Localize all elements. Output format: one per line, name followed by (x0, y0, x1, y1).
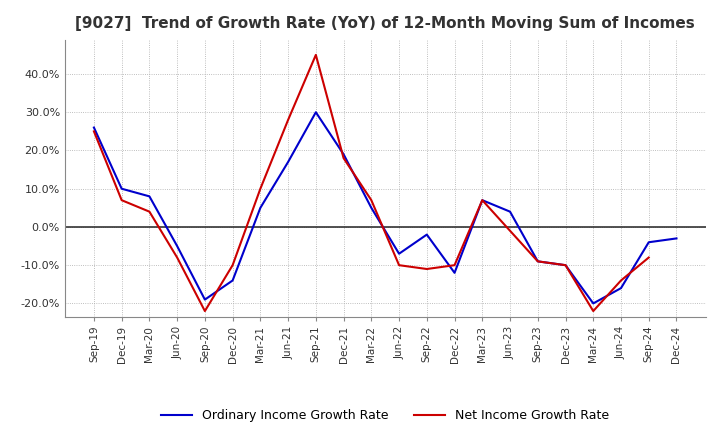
Ordinary Income Growth Rate (672, 236, 681, 241)
Ordinary Income Growth Rate (228, 278, 237, 283)
Net Income Growth Rate (561, 263, 570, 268)
Net Income Growth Rate (339, 155, 348, 161)
Ordinary Income Growth Rate (450, 270, 459, 275)
Ordinary Income Growth Rate (534, 259, 542, 264)
Ordinary Income Growth Rate (616, 286, 625, 291)
Line: Net Income Growth Rate: Net Income Growth Rate (94, 55, 649, 311)
Net Income Growth Rate (644, 255, 653, 260)
Net Income Growth Rate (173, 255, 181, 260)
Net Income Growth Rate (395, 263, 403, 268)
Ordinary Income Growth Rate (312, 110, 320, 115)
Ordinary Income Growth Rate (339, 152, 348, 157)
Ordinary Income Growth Rate (117, 186, 126, 191)
Ordinary Income Growth Rate (89, 125, 98, 130)
Ordinary Income Growth Rate (478, 198, 487, 203)
Net Income Growth Rate (450, 263, 459, 268)
Net Income Growth Rate (228, 263, 237, 268)
Net Income Growth Rate (616, 278, 625, 283)
Net Income Growth Rate (423, 266, 431, 271)
Ordinary Income Growth Rate (589, 301, 598, 306)
Net Income Growth Rate (367, 198, 376, 203)
Net Income Growth Rate (478, 198, 487, 203)
Net Income Growth Rate (89, 129, 98, 134)
Line: Ordinary Income Growth Rate: Ordinary Income Growth Rate (94, 112, 677, 304)
Net Income Growth Rate (589, 308, 598, 314)
Ordinary Income Growth Rate (201, 297, 210, 302)
Net Income Growth Rate (117, 198, 126, 203)
Net Income Growth Rate (201, 308, 210, 314)
Ordinary Income Growth Rate (367, 205, 376, 210)
Ordinary Income Growth Rate (173, 243, 181, 249)
Ordinary Income Growth Rate (284, 159, 292, 165)
Ordinary Income Growth Rate (145, 194, 154, 199)
Legend: Ordinary Income Growth Rate, Net Income Growth Rate: Ordinary Income Growth Rate, Net Income … (156, 404, 614, 427)
Ordinary Income Growth Rate (256, 205, 265, 210)
Ordinary Income Growth Rate (505, 209, 514, 214)
Net Income Growth Rate (312, 52, 320, 58)
Ordinary Income Growth Rate (561, 263, 570, 268)
Net Income Growth Rate (256, 186, 265, 191)
Net Income Growth Rate (284, 117, 292, 122)
Ordinary Income Growth Rate (423, 232, 431, 237)
Net Income Growth Rate (505, 228, 514, 233)
Ordinary Income Growth Rate (395, 251, 403, 257)
Net Income Growth Rate (145, 209, 154, 214)
Title: [9027]  Trend of Growth Rate (YoY) of 12-Month Moving Sum of Incomes: [9027] Trend of Growth Rate (YoY) of 12-… (76, 16, 695, 32)
Ordinary Income Growth Rate (644, 240, 653, 245)
Net Income Growth Rate (534, 259, 542, 264)
